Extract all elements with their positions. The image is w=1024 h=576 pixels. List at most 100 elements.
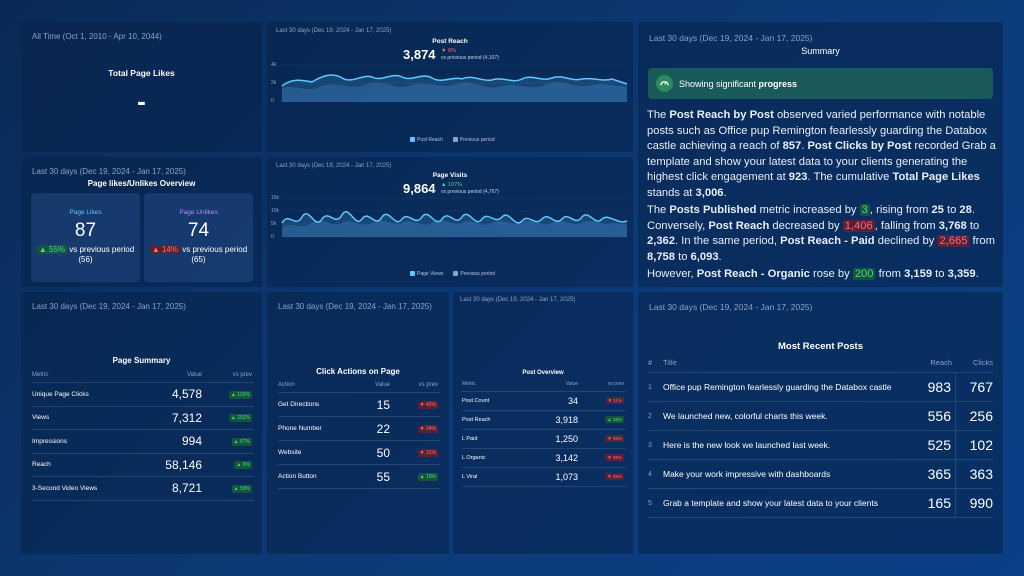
legend-current: Page Views bbox=[410, 271, 443, 277]
row-value: 3,918 bbox=[555, 415, 578, 425]
row-metric: L Organic bbox=[462, 455, 486, 461]
page-visits-line bbox=[281, 211, 628, 224]
row-prev: ▼ 11% bbox=[578, 397, 624, 404]
table-row[interactable]: 5 Grab a template and show your latest da… bbox=[648, 489, 993, 518]
row-value: 994 bbox=[181, 434, 202, 449]
row-prev: ▲ 6% bbox=[202, 461, 252, 470]
row-reach: 365 bbox=[923, 460, 956, 488]
likes-overview-panel: Last 30 days (Dec 19, 2024 - Jan 17, 202… bbox=[21, 157, 262, 287]
page-unlikes-label: Page Unlikes bbox=[179, 209, 218, 216]
post-overview-panel: Last 30 days (Dec 19, 2024 - Jan 17, 202… bbox=[453, 292, 633, 554]
row-clicks: 256 bbox=[969, 408, 993, 424]
page-unlikes-comparison: ▲ 14% vs previous period (65) bbox=[144, 245, 253, 265]
legend-previous: Previous period bbox=[452, 137, 495, 143]
summary-title: Summary bbox=[801, 46, 840, 56]
post-reach-time: Last 30 days (Dec 19, 2024 - Jan 17, 202… bbox=[276, 28, 392, 34]
row-metric: Views bbox=[32, 414, 50, 422]
row-title[interactable]: Grab a template and show your latest dat… bbox=[663, 498, 878, 508]
row-title[interactable]: Make your work impressive with dashboard… bbox=[663, 469, 831, 479]
page-summary-panel: Last 30 days (Dec 19, 2024 - Jan 17, 202… bbox=[21, 292, 262, 554]
row-title[interactable]: We launched new, colorful charts this we… bbox=[663, 411, 828, 421]
table-row[interactable]: 4 Make your work impressive with dashboar… bbox=[648, 460, 993, 489]
row-value: 4,578 bbox=[171, 387, 202, 402]
post-reach-panel: Last 30 days (Dec 19, 2024 - Jan 17, 202… bbox=[267, 22, 633, 152]
click-actions-time: Last 30 days (Dec 19, 2024 - Jan 17, 202… bbox=[278, 302, 432, 311]
post-reach-area bbox=[282, 75, 627, 102]
gauge-icon bbox=[656, 75, 673, 92]
row-metric: Post Reach bbox=[462, 417, 491, 423]
table-row[interactable]: 3 Here is the new look we launched last w… bbox=[648, 431, 993, 460]
legend-current: Post Reach bbox=[410, 137, 443, 143]
page-unlikes-value: 74 bbox=[187, 220, 210, 241]
page-unlikes-prev: (65) bbox=[191, 255, 206, 264]
page-visits-previous-area bbox=[282, 220, 627, 237]
table-row: L Paid 1,250 ▼ 65% bbox=[462, 430, 626, 449]
row-prev: ▼ 59% bbox=[578, 473, 624, 480]
row-clicks: 990 bbox=[969, 495, 993, 511]
post-reach-delta: ▼ 6% bbox=[441, 48, 456, 54]
row-action: Action Button bbox=[278, 473, 317, 480]
post-overview-table: Metric Value vs prev Post Count 34 ▼ 11% Po… bbox=[462, 381, 626, 487]
row-prev: ▲ 252% bbox=[202, 414, 252, 423]
click-actions-panel: Last 30 days (Dec 19, 2024 - Jan 17, 202… bbox=[267, 292, 449, 554]
row-value: 7,312 bbox=[171, 410, 202, 425]
delta-badge: ▲ 6% bbox=[234, 461, 252, 470]
table-row: Impressions 994 ▲ 67% bbox=[32, 430, 254, 454]
page-visits-ytick: 15k bbox=[271, 195, 280, 201]
row-value: 15 bbox=[376, 397, 390, 412]
recent-posts-time: Last 30 days (Dec 19, 2024 - Jan 17, 202… bbox=[649, 302, 813, 312]
delta-badge: ▲ 252% bbox=[228, 414, 252, 423]
table-row: Views 7,312 ▲ 252% bbox=[32, 407, 254, 430]
row-reach: 525 bbox=[923, 431, 956, 459]
delta-badge: ▼ 59% bbox=[605, 473, 624, 480]
col-reach: Reach bbox=[930, 358, 952, 367]
row-reach: 983 bbox=[923, 373, 956, 401]
total-likes-time: All Time (Oct 1, 2010 - Apr 10, 2044) bbox=[32, 32, 162, 41]
col-prev: vs prev bbox=[232, 372, 252, 378]
table-row[interactable]: 1 Office pup Remington fearlessly guardin… bbox=[648, 373, 993, 402]
click-actions-header: Action Value vs prev bbox=[278, 382, 440, 393]
page-visits-panel: Last 30 days (Dec 19, 2024 - Jan 17, 202… bbox=[267, 157, 633, 287]
row-action: Website bbox=[278, 449, 302, 456]
page-visits-delta: ▲ 107% bbox=[441, 182, 463, 188]
page-unlikes-delta: ▲ 14% bbox=[149, 245, 180, 254]
recent-posts-panel: Last 30 days (Dec 19, 2024 - Jan 17, 202… bbox=[638, 292, 1003, 554]
post-reach-previous-area bbox=[282, 82, 627, 102]
table-row: Get Directions 15 ▼ 42% bbox=[278, 393, 440, 417]
page-visits-ytick: 10k bbox=[271, 208, 280, 214]
total-likes-title: Total Page Likes bbox=[108, 68, 175, 78]
page-visits-area bbox=[282, 211, 627, 237]
row-metric: Post Count bbox=[462, 398, 490, 404]
table-row: Website 50 ▼ 31% bbox=[278, 441, 440, 465]
click-actions-title: Click Actions on Page bbox=[316, 367, 400, 376]
row-title[interactable]: Here is the new look we launched last we… bbox=[663, 440, 831, 450]
col-value: Value bbox=[187, 372, 202, 378]
page-visits-value: 9,864 bbox=[403, 181, 436, 196]
page-summary-title: Page Summary bbox=[112, 356, 171, 365]
row-value: 34 bbox=[567, 396, 578, 406]
row-prev: ▲ 10% bbox=[390, 473, 438, 481]
row-num: 1 bbox=[648, 383, 652, 391]
row-metric: 3-Second Video Views bbox=[32, 484, 98, 492]
page-likes-prev: (56) bbox=[78, 255, 93, 264]
table-row[interactable]: 2 We launched new, colorful charts this w… bbox=[648, 402, 993, 431]
col-num: # bbox=[648, 358, 653, 367]
table-row: L Organic 3,142 ▼ 38% bbox=[462, 449, 626, 468]
delta-badge: ▲ 38% bbox=[605, 416, 624, 423]
table-row: 3-Second Video Views 8,721 ▲ 59% bbox=[32, 477, 254, 501]
page-likes-label: Page Likes bbox=[69, 209, 102, 216]
row-prev: ▲ 193% bbox=[202, 390, 252, 399]
row-metric: Reach bbox=[32, 461, 51, 469]
row-value: 50 bbox=[376, 445, 390, 460]
row-clicks: 363 bbox=[969, 466, 993, 482]
col-title: Title bbox=[663, 358, 677, 367]
click-actions-table: Action Value vs prev Get Directions 15 ▼ 4… bbox=[278, 382, 440, 489]
summary-banner-bold: progress bbox=[758, 78, 798, 89]
delta-badge: ▼ 38% bbox=[605, 454, 624, 461]
page-visits-time: Last 30 days (Dec 19, 2024 - Jan 17, 202… bbox=[276, 163, 392, 169]
row-value: 8,721 bbox=[171, 481, 202, 496]
row-action: Phone Number bbox=[278, 425, 322, 432]
page-likes-delta: ▲ 55% bbox=[36, 245, 67, 254]
page-visits-ytick: 5k bbox=[271, 221, 277, 227]
row-title[interactable]: Office pup Remington fearlessly guarding… bbox=[663, 382, 892, 392]
